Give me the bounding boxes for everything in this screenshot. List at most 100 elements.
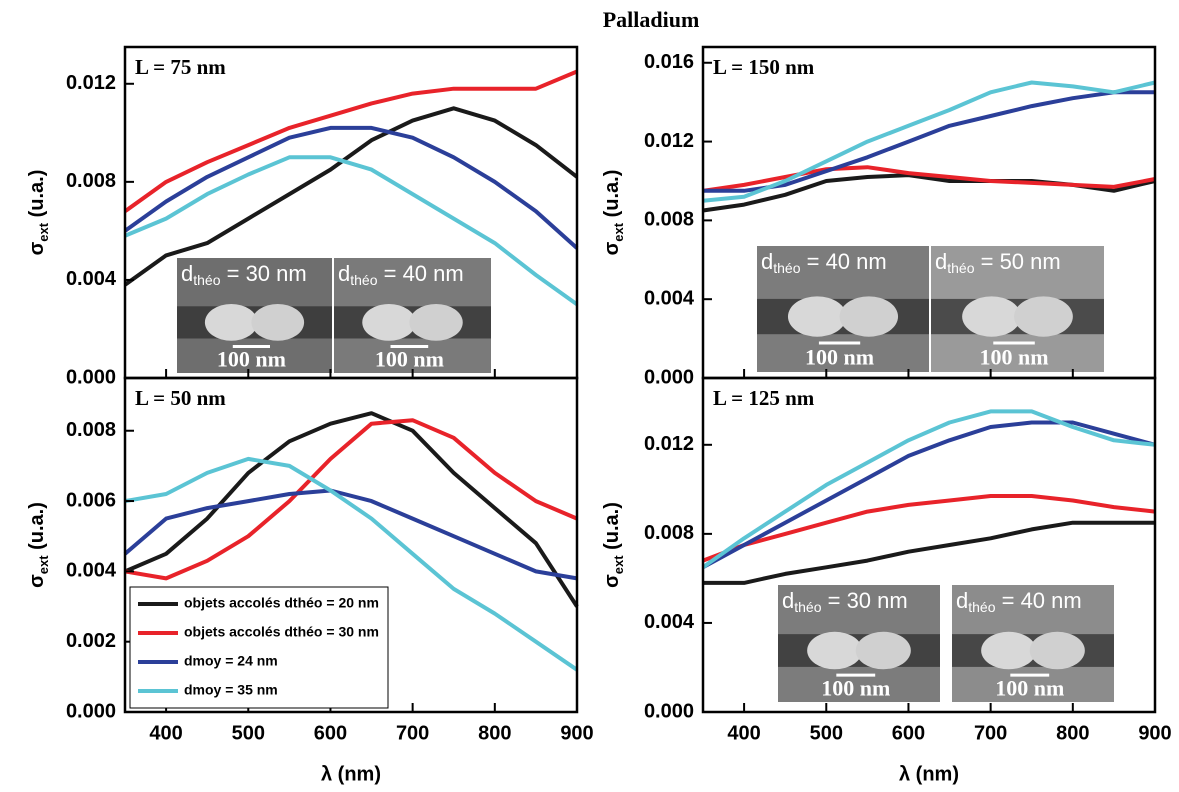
- particle: [981, 631, 1037, 670]
- y-label-sub: ext: [611, 555, 626, 574]
- series-line: [123, 69, 578, 213]
- x-tick-label: 600: [314, 722, 347, 744]
- y-label-rest: (u.a.): [601, 502, 623, 555]
- y-axis-label: σext (u.a.): [601, 170, 626, 256]
- panel-label: L = 50 nm: [135, 386, 226, 410]
- inset-label: dthéo = 40 nm: [338, 261, 464, 288]
- series-line: [123, 125, 579, 250]
- y-label-main: σ: [601, 241, 623, 255]
- series-line: [702, 80, 1156, 203]
- particle: [807, 631, 863, 670]
- scale-label: 100 nm: [805, 344, 874, 369]
- x-tick-label: 800: [1056, 722, 1089, 744]
- y-axis-label: σext (u.a.): [26, 170, 51, 256]
- y-tick-label: 0.008: [66, 170, 116, 192]
- series-line: [702, 420, 1156, 570]
- scale-label: 100 nm: [995, 675, 1064, 700]
- panel-label: L = 150 nm: [713, 55, 815, 79]
- series-line: [124, 456, 579, 672]
- y-tick-label: 0.004: [644, 287, 695, 309]
- inset-label-sub: théo: [350, 272, 377, 288]
- y-axis-label: σext (u.a.): [26, 502, 51, 588]
- y-tick-label: 0.012: [644, 130, 694, 152]
- legend-label: dmoy = 24 nm: [184, 653, 278, 669]
- y-tick-label: 0.000: [66, 366, 116, 388]
- y-label-rest: (u.a.): [601, 170, 623, 223]
- x-tick-label: 400: [727, 722, 760, 744]
- inset-label: dthéo = 50 nm: [935, 249, 1061, 276]
- y-tick-label: 0.016: [644, 51, 694, 73]
- inset-label-main: d: [956, 588, 968, 613]
- inset-label-main: d: [338, 261, 350, 286]
- plot-frame: [123, 376, 579, 714]
- y-tick-label: 0.004: [66, 560, 117, 582]
- y-tick-label: 0.008: [66, 419, 116, 441]
- series-line: [703, 520, 1155, 585]
- y-label-rest: (u.a.): [26, 502, 48, 555]
- legend-label: dmoy = 35 nm: [184, 682, 278, 698]
- scale-label: 100 nm: [217, 347, 286, 372]
- y-label-main: σ: [26, 241, 48, 255]
- series-line: [124, 155, 579, 307]
- x-tick-label: 700: [974, 722, 1007, 744]
- y-axis-label: σext (u.a.): [601, 502, 626, 588]
- series-line: [124, 411, 579, 608]
- series-line: [702, 494, 1156, 563]
- series-line: [703, 90, 1155, 193]
- y-tick-label: 0.008: [644, 522, 694, 544]
- inset-label-sub: théo: [794, 599, 821, 615]
- x-tick-label: 500: [810, 722, 843, 744]
- y-tick-label: 0.006: [66, 489, 116, 511]
- inset-label-main: d: [761, 249, 773, 274]
- inset-label-sub: théo: [968, 599, 995, 615]
- particle: [1014, 296, 1073, 337]
- series-line: [702, 165, 1156, 193]
- inset-label-main: d: [935, 249, 947, 274]
- inset-label-rest: = 30 nm: [822, 588, 908, 613]
- figure-title: Palladium: [603, 7, 700, 32]
- scale-label: 100 nm: [375, 347, 444, 372]
- y-label-main: σ: [26, 574, 48, 588]
- y-tick-label: 0.000: [644, 700, 694, 722]
- x-tick-label: 900: [560, 722, 593, 744]
- y-label-sub: ext: [36, 222, 51, 241]
- particle: [1029, 631, 1085, 670]
- inset-label-sub: théo: [773, 260, 800, 276]
- y-tick-label: 0.002: [66, 630, 116, 652]
- series-line: [123, 106, 579, 287]
- particle: [204, 304, 258, 341]
- inset-label: dthéo = 40 nm: [761, 249, 887, 276]
- panel-label: L = 75 nm: [135, 55, 226, 79]
- legend-label: objets accolés dthéo = 20 nm: [184, 595, 379, 611]
- x-tick-label: 800: [478, 722, 511, 744]
- inset-label-main: d: [181, 261, 193, 286]
- series-line: [701, 409, 1156, 569]
- inset-label-rest: = 40 nm: [378, 261, 464, 286]
- inset-label-sub: théo: [193, 272, 220, 288]
- y-tick-label: 0.012: [66, 72, 116, 94]
- legend-box: [129, 586, 389, 709]
- plot-frame: [701, 376, 1157, 714]
- x-axis-label: λ (nm): [899, 763, 959, 785]
- inset-label: dthéo = 30 nm: [181, 261, 307, 288]
- inset-label: dthéo = 40 nm: [956, 588, 1082, 615]
- inset-label-main: d: [782, 588, 794, 613]
- x-tick-label: 700: [396, 722, 429, 744]
- particle: [362, 304, 416, 341]
- x-tick-label: 400: [149, 722, 182, 744]
- y-tick-label: 0.000: [644, 366, 694, 388]
- particle: [855, 631, 911, 670]
- scale-label: 100 nm: [980, 344, 1049, 369]
- inset-label-rest: = 30 nm: [221, 261, 307, 286]
- x-axis-label: λ (nm): [321, 763, 381, 785]
- x-tick-label: 900: [1138, 722, 1171, 744]
- particle: [251, 304, 305, 341]
- y-tick-label: 0.012: [644, 433, 694, 455]
- x-tick-label: 600: [892, 722, 925, 744]
- y-label-sub: ext: [36, 555, 51, 574]
- y-tick-label: 0.004: [644, 611, 695, 633]
- y-tick-label: 0.004: [66, 268, 117, 290]
- inset-label-rest: = 40 nm: [996, 588, 1082, 613]
